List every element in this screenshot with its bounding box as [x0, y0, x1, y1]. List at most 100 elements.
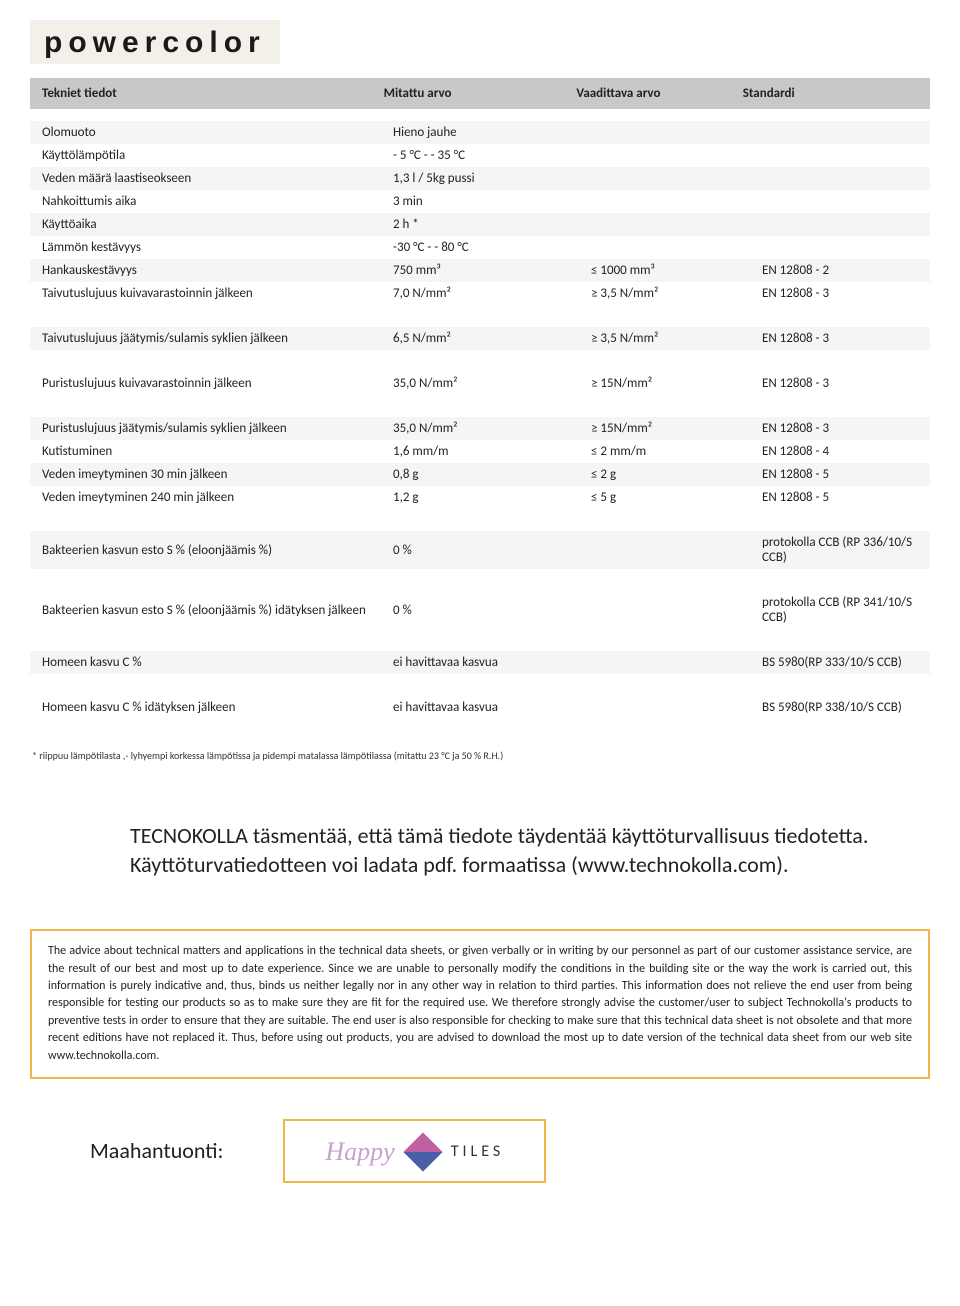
- table-row: [30, 350, 930, 372]
- cell: ≥ 3,5 N/mm²: [579, 282, 750, 305]
- cell: EN 12808 - 5: [750, 463, 930, 486]
- cell: 750 mm³: [381, 259, 579, 282]
- cell: 0 %: [381, 591, 579, 629]
- cell: Taivutuslujuus jäätymis/sulamis syklien …: [30, 327, 381, 350]
- cell: ei havittavaa kasvua: [381, 651, 579, 674]
- cell: [750, 213, 930, 236]
- table-row: Nahkoittumis aika3 min: [30, 190, 930, 213]
- cell: protokolla CCB (RP 341/10/S CCB): [750, 591, 930, 629]
- cell: [579, 236, 750, 259]
- cell: BS 5980(RP 333/10/S CCB): [750, 651, 930, 674]
- brand-logo-text: powercolor: [44, 26, 266, 60]
- cell: 35,0 N/mm²: [381, 417, 579, 440]
- cell: [579, 167, 750, 190]
- cell: Homeen kasvu C % idätyksen jälkeen: [30, 696, 381, 719]
- cell: Käyttölämpötila: [30, 144, 381, 167]
- cell: [750, 144, 930, 167]
- cell: ≤ 1000 mm³: [579, 259, 750, 282]
- cell: 35,0 N/mm²: [381, 372, 579, 395]
- table-row: Veden määrä laastiseokseen1,3 l / 5kg pu…: [30, 167, 930, 190]
- cell: Kutistuminen: [30, 440, 381, 463]
- table-row: Homeen kasvu C % idätyksen jälkeenei hav…: [30, 696, 930, 719]
- cell: Käyttöaika: [30, 213, 381, 236]
- header-col-4: Standardi: [743, 86, 918, 101]
- cell: [750, 121, 930, 144]
- cell: Bakteerien kasvun esto S % (eloonjäämis …: [30, 591, 381, 629]
- cell: ei havittavaa kasvua: [381, 696, 579, 719]
- importer-section: Maahantuonti: Happy TILES: [30, 1119, 930, 1183]
- cell: [579, 651, 750, 674]
- cell: Veden imeytyminen 30 min jälkeen: [30, 463, 381, 486]
- cell: Hankauskestävyys: [30, 259, 381, 282]
- header-col-2: Mitattu arvo: [384, 86, 577, 101]
- happy-text: Happy: [325, 1137, 394, 1167]
- table-row: Homeen kasvu C %ei havittavaa kasvua BS 5…: [30, 651, 930, 674]
- table-row: Taivutuslujuus jäätymis/sulamis syklien …: [30, 327, 930, 350]
- cell: [579, 531, 750, 569]
- table-row: Veden imeytyminen 30 min jälkeen0,8 g≤ 2…: [30, 463, 930, 486]
- cell: [579, 213, 750, 236]
- cell: [579, 591, 750, 629]
- cell: 0 %: [381, 531, 579, 569]
- cell: Homeen kasvu C %: [30, 651, 381, 674]
- cell: [579, 696, 750, 719]
- cell: ≥ 15N/mm²: [579, 417, 750, 440]
- footnote: * riippuu lämpötilasta ,- lyhyempi korke…: [32, 749, 930, 762]
- cell: 1,2 g: [381, 486, 579, 509]
- table-row: Hankauskestävyys750 mm³≤ 1000 mm³EN 1280…: [30, 259, 930, 282]
- cell: protokolla CCB (RP 336/10/S CCB): [750, 531, 930, 569]
- header-col-1: Tekniet tiedot: [42, 86, 384, 101]
- disclaimer: The advice about technical matters and a…: [30, 929, 930, 1079]
- spec-table: OlomuotoHieno jauheKäyttölämpötila- 5 °C…: [30, 121, 930, 719]
- cell: [579, 144, 750, 167]
- tiles-text: TILES: [451, 1142, 505, 1161]
- table-row: Puristuslujuus jäätymis/sulamis syklien …: [30, 417, 930, 440]
- table-row: Bakteerien kasvun esto S % (eloonjäämis …: [30, 591, 930, 629]
- cell: Puristuslujuus kuivavarastoinnin jälkeen: [30, 372, 381, 395]
- cell: ≥ 3,5 N/mm²: [579, 327, 750, 350]
- cell: 2 h *: [381, 213, 579, 236]
- table-row: Veden imeytyminen 240 min jälkeen1,2 g≤ …: [30, 486, 930, 509]
- cell: Olomuoto: [30, 121, 381, 144]
- table-row: [30, 569, 930, 591]
- cell: Veden imeytyminen 240 min jälkeen: [30, 486, 381, 509]
- table-row: [30, 629, 930, 651]
- cell: 1,3 l / 5kg pussi: [381, 167, 579, 190]
- happy-tiles-logo: Happy TILES: [283, 1119, 546, 1183]
- cell: 1,6 mm/m: [381, 440, 579, 463]
- cell: [750, 167, 930, 190]
- diamond-icon: [403, 1132, 443, 1172]
- table-row: Bakteerien kasvun esto S % (eloonjäämis …: [30, 531, 930, 569]
- cell: Puristuslujuus jäätymis/sulamis syklien …: [30, 417, 381, 440]
- table-row: Käyttöaika2 h *: [30, 213, 930, 236]
- company-statement: TECNOKOLLA täsmentää, että tämä tiedote …: [130, 822, 890, 879]
- table-row: Kutistuminen1,6 mm/m≤ 2 mm/mEN 12808 - 4: [30, 440, 930, 463]
- cell: [579, 190, 750, 213]
- table-row: [30, 395, 930, 417]
- cell: EN 12808 - 3: [750, 282, 930, 305]
- importer-label: Maahantuonti:: [90, 1137, 223, 1164]
- table-row: Taivutuslujuus kuivavarastoinnin jälkeen…: [30, 282, 930, 305]
- table-row: OlomuotoHieno jauhe: [30, 121, 930, 144]
- cell: Lämmön kestävyys: [30, 236, 381, 259]
- table-row: Puristuslujuus kuivavarastoinnin jälkeen…: [30, 372, 930, 395]
- cell: 7,0 N/mm²: [381, 282, 579, 305]
- cell: Nahkoittumis aika: [30, 190, 381, 213]
- table-row: [30, 305, 930, 327]
- cell: EN 12808 - 5: [750, 486, 930, 509]
- cell: EN 12808 - 4: [750, 440, 930, 463]
- cell: 3 min: [381, 190, 579, 213]
- cell: EN 12808 - 3: [750, 417, 930, 440]
- cell: - 5 °C - - 35 °C: [381, 144, 579, 167]
- table-row: [30, 509, 930, 531]
- cell: ≤ 2 mm/m: [579, 440, 750, 463]
- table-row: Käyttölämpötila- 5 °C - - 35 °C: [30, 144, 930, 167]
- cell: EN 12808 - 3: [750, 372, 930, 395]
- table-row: Lämmön kestävyys-30 °C - - 80 °C: [30, 236, 930, 259]
- cell: [579, 121, 750, 144]
- cell: Taivutuslujuus kuivavarastoinnin jälkeen: [30, 282, 381, 305]
- cell: BS 5980(RP 338/10/S CCB): [750, 696, 930, 719]
- brand-logo: powercolor: [30, 20, 280, 64]
- cell: Veden määrä laastiseokseen: [30, 167, 381, 190]
- header-col-3: Vaadittava arvo: [576, 86, 742, 101]
